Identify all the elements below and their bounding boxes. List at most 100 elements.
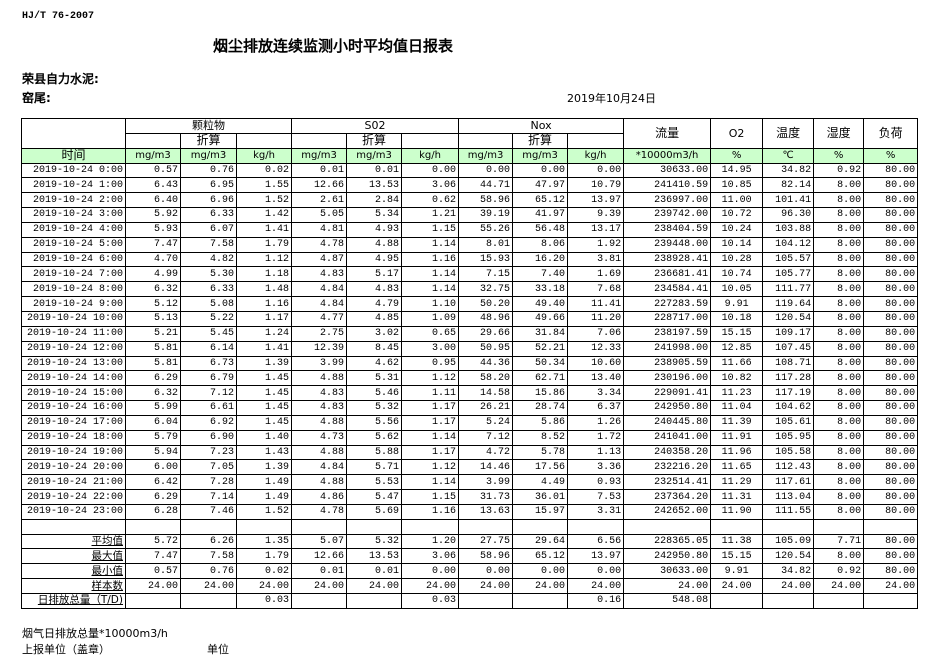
- value-cell: 1.14: [401, 266, 460, 283]
- value-cell: 24.00: [710, 578, 764, 594]
- value-cell: 80.00: [863, 325, 919, 342]
- value-cell: 0.01: [346, 563, 403, 580]
- value-cell: 1.52: [235, 192, 293, 209]
- value-cell: 13.17: [567, 221, 625, 238]
- value-cell: 548.08: [623, 593, 712, 609]
- value-cell: 5.78: [512, 444, 569, 461]
- value-cell: 238404.59: [623, 221, 712, 238]
- value-cell: 44.71: [458, 177, 514, 194]
- value-cell: 107.45: [762, 340, 815, 357]
- value-cell: 105.58: [762, 444, 815, 461]
- value-cell: [458, 593, 514, 609]
- unit-cell: %: [863, 147, 919, 164]
- value-cell: 7.15: [458, 266, 514, 283]
- header-temp: 温度: [762, 118, 815, 149]
- value-cell: 112.43: [762, 459, 815, 476]
- value-cell: 0.01: [291, 563, 348, 580]
- value-cell: 117.61: [762, 474, 815, 491]
- value-cell: 108.71: [762, 355, 815, 372]
- value-cell: 1.09: [401, 310, 460, 327]
- value-cell: 5.07: [291, 533, 348, 550]
- value-cell: 0.02: [235, 563, 293, 580]
- header-blank: [21, 118, 126, 149]
- value-cell: 4.84: [291, 281, 348, 298]
- value-cell: 6.61: [180, 400, 237, 416]
- value-cell: 0.00: [458, 162, 514, 179]
- value-cell: 6.04: [125, 414, 181, 431]
- value-cell: 1.16: [235, 296, 293, 312]
- value-cell: 29.64: [512, 533, 569, 550]
- value-cell: 11.20: [567, 310, 625, 327]
- value-cell: 5.56: [346, 414, 403, 431]
- report-date: 2019年10月24日: [567, 92, 656, 105]
- table-row: 2019-10-24 0:00 0.57 0.76 0.02 0.01 0.01 0.00 0…: [21, 162, 919, 179]
- value-cell: 80.00: [863, 355, 919, 372]
- value-cell: 80.00: [863, 429, 919, 446]
- value-cell: 4.72: [458, 444, 514, 461]
- value-cell: 0.01: [291, 162, 348, 179]
- time-header: 时间: [21, 147, 126, 164]
- value-cell: 0.00: [567, 563, 625, 580]
- value-cell: 4.73: [291, 429, 348, 446]
- unit-cell: %: [813, 147, 865, 164]
- value-cell: 109.17: [762, 325, 815, 342]
- value-cell: 5.32: [346, 533, 403, 550]
- value-cell: 1.24: [235, 325, 293, 342]
- value-cell: 8.00: [813, 296, 865, 312]
- value-cell: 1.49: [235, 489, 293, 505]
- header-converted: 折算: [346, 132, 403, 149]
- value-cell: [125, 593, 181, 609]
- value-cell: 7.47: [125, 548, 181, 565]
- value-cell: 239742.00: [623, 207, 712, 223]
- value-cell: 5.53: [346, 474, 403, 491]
- value-cell: 3.34: [567, 385, 625, 402]
- value-cell: 228365.05: [623, 533, 712, 550]
- value-cell: 4.70: [125, 251, 181, 268]
- value-cell: 5.34: [346, 207, 403, 223]
- table-row: 2019-10-24 22:00 6.29 7.14 1.49 4.86 5.47 1.15…: [21, 489, 919, 505]
- value-cell: 241998.00: [623, 340, 712, 357]
- value-cell: 7.46: [180, 503, 237, 520]
- value-cell: 4.84: [291, 459, 348, 476]
- value-cell: 0.92: [813, 563, 865, 580]
- header-particulate: 颗粒物: [124, 118, 293, 134]
- value-cell: 1.45: [235, 385, 293, 402]
- header-load: 负荷: [863, 118, 919, 149]
- value-cell: 4.82: [180, 251, 237, 268]
- value-cell: 1.11: [401, 385, 460, 402]
- value-cell: 241041.00: [623, 429, 712, 446]
- value-cell: 65.12: [512, 192, 569, 209]
- value-cell: 14.46: [458, 459, 514, 476]
- value-cell: 12.85: [710, 340, 764, 357]
- value-cell: 120.54: [762, 548, 815, 565]
- value-cell: 80.00: [863, 444, 919, 461]
- value-cell: 1.17: [235, 310, 293, 327]
- value-cell: 80.00: [863, 221, 919, 238]
- value-cell: 80.00: [863, 370, 919, 387]
- value-cell: 4.88: [346, 236, 403, 253]
- value-cell: 12.39: [291, 340, 348, 357]
- value-cell: 24.00: [458, 578, 514, 594]
- value-cell: 34.82: [762, 162, 815, 179]
- value-cell: 10.18: [710, 310, 764, 327]
- value-cell: 13.53: [346, 548, 403, 565]
- value-cell: 50.20: [458, 296, 514, 312]
- value-cell: 9.91: [710, 296, 764, 312]
- table-row: 2019-10-24 9:00 5.12 5.08 1.16 4.84 4.79 1.10 5…: [21, 296, 919, 312]
- value-cell: 10.74: [710, 266, 764, 283]
- value-cell: 1.92: [567, 236, 625, 253]
- table-row: 2019-10-24 11:00 5.21 5.45 1.24 2.75 3.02 0.65…: [21, 325, 919, 342]
- value-cell: 1.18: [235, 266, 293, 283]
- value-cell: 0.16: [567, 593, 625, 609]
- time-cell: 2019-10-24 12:00: [21, 340, 126, 357]
- value-cell: 105.61: [762, 414, 815, 431]
- value-cell: 0.93: [567, 474, 625, 491]
- unit-cell: mg/m3: [291, 147, 348, 164]
- value-cell: 8.00: [813, 429, 865, 446]
- value-cell: 11.91: [710, 429, 764, 446]
- value-cell: 8.00: [813, 503, 865, 520]
- value-cell: 5.32: [346, 400, 403, 416]
- value-cell: 9.91: [710, 563, 764, 580]
- value-cell: 7.12: [180, 385, 237, 402]
- value-cell: 5.71: [346, 459, 403, 476]
